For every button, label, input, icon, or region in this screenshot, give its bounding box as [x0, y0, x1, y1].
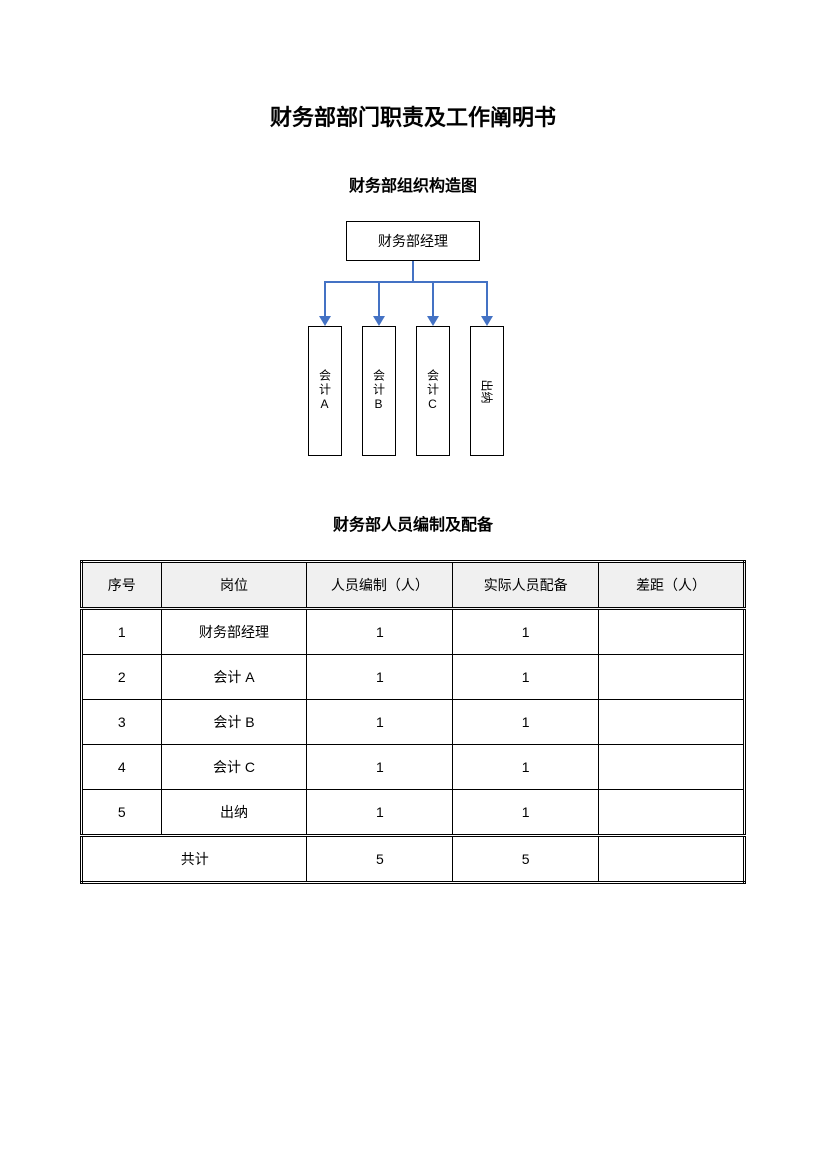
col-header-position: 岗位 — [161, 562, 307, 609]
cell-gap — [599, 700, 745, 745]
cell-total-label: 共计 — [82, 836, 307, 883]
table-row: 5 出纳 1 1 — [82, 790, 745, 836]
table-row: 2 会计 A 1 1 — [82, 655, 745, 700]
cell-planned: 1 — [307, 700, 453, 745]
connector-v3 — [432, 281, 434, 316]
cell-actual: 1 — [453, 700, 599, 745]
org-child-4-label: 出纳 — [478, 379, 495, 403]
col-header-actual: 实际人员配备 — [453, 562, 599, 609]
cell-total-planned: 5 — [307, 836, 453, 883]
table-row: 1 财务部经理 1 1 — [82, 609, 745, 655]
org-chart: 财务部经理 会计A 会计B 会计C 出纳 — [80, 221, 746, 481]
col-header-seq: 序号 — [82, 562, 162, 609]
cell-total-gap — [599, 836, 745, 883]
cell-seq: 4 — [82, 745, 162, 790]
org-child-1-label: 会计A — [317, 369, 334, 413]
connector-v2 — [378, 281, 380, 316]
staffing-table: 序号 岗位 人员编制（人） 实际人员配备 差距（人） 1 财务部经理 1 1 2… — [80, 560, 746, 884]
org-child-4: 出纳 — [470, 326, 504, 456]
cell-seq: 1 — [82, 609, 162, 655]
org-chart-title: 财务部组织构造图 — [80, 172, 746, 196]
arrow-4 — [481, 316, 493, 326]
cell-position: 出纳 — [161, 790, 307, 836]
table-section-title: 财务部人员编制及配备 — [80, 511, 746, 535]
cell-actual: 1 — [453, 790, 599, 836]
connector-vertical-main — [412, 261, 414, 281]
cell-planned: 1 — [307, 609, 453, 655]
cell-actual: 1 — [453, 609, 599, 655]
org-child-1: 会计A — [308, 326, 342, 456]
cell-gap — [599, 609, 745, 655]
col-header-gap: 差距（人） — [599, 562, 745, 609]
cell-actual: 1 — [453, 655, 599, 700]
cell-gap — [599, 745, 745, 790]
org-child-2: 会计B — [362, 326, 396, 456]
cell-actual: 1 — [453, 745, 599, 790]
cell-seq: 2 — [82, 655, 162, 700]
connector-v4 — [486, 281, 488, 316]
table-row: 3 会计 B 1 1 — [82, 700, 745, 745]
table-row: 4 会计 C 1 1 — [82, 745, 745, 790]
connector-horizontal — [324, 281, 488, 283]
main-title: 财务部部门职责及工作阐明书 — [80, 100, 746, 132]
connector-v1 — [324, 281, 326, 316]
org-child-2-label: 会计B — [371, 369, 388, 413]
cell-planned: 1 — [307, 745, 453, 790]
arrow-1 — [319, 316, 331, 326]
col-header-planned: 人员编制（人） — [307, 562, 453, 609]
cell-gap — [599, 655, 745, 700]
cell-position: 会计 B — [161, 700, 307, 745]
cell-total-actual: 5 — [453, 836, 599, 883]
cell-position: 会计 A — [161, 655, 307, 700]
cell-planned: 1 — [307, 655, 453, 700]
table-header-row: 序号 岗位 人员编制（人） 实际人员配备 差距（人） — [82, 562, 745, 609]
cell-seq: 5 — [82, 790, 162, 836]
arrow-2 — [373, 316, 385, 326]
org-top-node-label: 财务部经理 — [378, 231, 448, 251]
arrow-3 — [427, 316, 439, 326]
cell-gap — [599, 790, 745, 836]
cell-position: 会计 C — [161, 745, 307, 790]
cell-seq: 3 — [82, 700, 162, 745]
org-child-3-label: 会计C — [425, 369, 442, 413]
org-top-node: 财务部经理 — [346, 221, 480, 261]
document-page: 财务部部门职责及工作阐明书 财务部组织构造图 财务部经理 会计A 会计B 会计C… — [0, 0, 826, 984]
table-total-row: 共计 5 5 — [82, 836, 745, 883]
cell-planned: 1 — [307, 790, 453, 836]
cell-position: 财务部经理 — [161, 609, 307, 655]
org-child-3: 会计C — [416, 326, 450, 456]
